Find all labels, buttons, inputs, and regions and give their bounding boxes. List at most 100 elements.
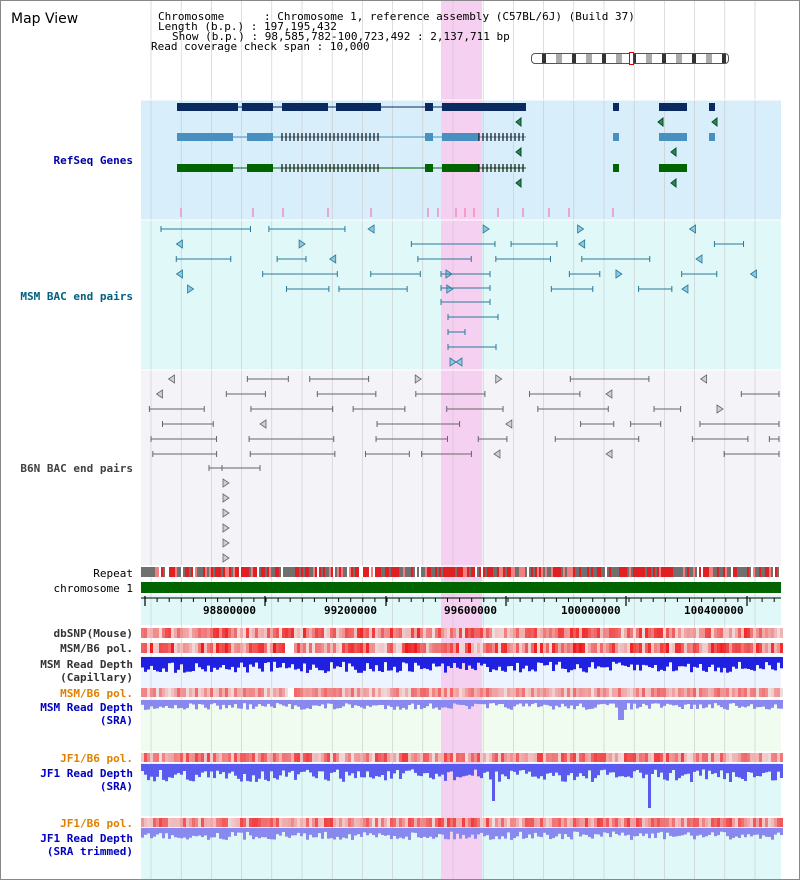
repeat-segment: [465, 567, 467, 577]
polymorphism-heat-cell: [507, 643, 510, 653]
read-depth-bar: [186, 700, 189, 709]
repeat-segment: [753, 567, 755, 577]
repeat-segment: [145, 567, 147, 577]
label-b6n-bac[interactable]: B6N BAC end pairs: [20, 462, 133, 475]
polymorphism-heat-cell: [777, 643, 780, 653]
polymorphism-heat-cell: [201, 753, 204, 762]
label-msm-bac[interactable]: MSM BAC end pairs: [20, 290, 133, 303]
read-depth-bar: [192, 828, 195, 836]
read-depth-bar: [198, 700, 201, 704]
read-depth-bar: [537, 657, 540, 663]
polymorphism-heat-cell: [474, 688, 477, 697]
read-depth-bar: [735, 764, 738, 777]
polymorphism-heat-cell: [294, 643, 297, 653]
repeat-segment: [223, 567, 225, 577]
polymorphism-heat-cell: [372, 818, 375, 827]
read-depth-bar: [351, 700, 354, 708]
read-depth-bar: [615, 828, 618, 834]
read-depth-bar: [630, 828, 633, 840]
polymorphism-heat-cell: [570, 628, 573, 638]
repeat-segment: [689, 567, 691, 577]
polymorphism-heat-cell: [354, 628, 357, 638]
read-depth-bar: [168, 700, 171, 708]
read-depth-bar: [498, 700, 501, 705]
repeat-segment: [467, 567, 469, 577]
polymorphism-heat-cell: [675, 753, 678, 762]
read-depth-bar: [543, 828, 546, 833]
polymorphism-heat-cell: [474, 628, 477, 638]
polymorphism-heat-cell: [177, 628, 180, 638]
read-depth-bar: [210, 764, 213, 772]
polymorphism-heat-cell: [681, 818, 684, 827]
read-depth-bar: [711, 764, 714, 775]
read-depth-bar: [519, 700, 522, 704]
polymorphism-heat-cell: [222, 643, 225, 653]
read-depth-bar: [564, 700, 567, 707]
read-depth-bar: [201, 828, 204, 838]
polymorphism-heat-cell: [486, 688, 489, 697]
label-jf1-b6-pol-2: JF1/B6 pol.: [60, 817, 133, 830]
read-depth-bar: [654, 828, 657, 838]
read-depth-bar: [681, 764, 684, 776]
polymorphism-heat-cell: [591, 688, 594, 697]
label-refseq-genes[interactable]: RefSeq Genes: [53, 154, 133, 167]
read-depth-bar: [693, 828, 696, 840]
read-depth-bar: [507, 828, 510, 833]
polymorphism-heat-cell: [456, 643, 459, 653]
read-depth-bar: [504, 764, 507, 777]
repeat-segment: [767, 567, 769, 577]
read-depth-bar: [534, 828, 537, 833]
polymorphism-heat-cell: [624, 688, 627, 697]
polymorphism-heat-cell: [225, 688, 228, 697]
repeat-segment: [537, 567, 539, 577]
polymorphism-heat-cell: [426, 643, 429, 653]
read-depth-bar: [585, 764, 588, 779]
polymorphism-heat-cell: [681, 688, 684, 697]
polymorphism-heat-cell: [600, 753, 603, 762]
read-depth-bar: [342, 828, 345, 838]
repeat-segment: [149, 567, 151, 577]
read-depth-bar: [447, 700, 450, 709]
polymorphism-heat-cell: [285, 753, 288, 762]
polymorphism-heat-cell: [348, 628, 351, 638]
read-depth-bar: [393, 764, 396, 774]
repeat-segment: [663, 567, 665, 577]
polymorphism-heat-cell: [294, 688, 297, 697]
polymorphism-heat-cell: [498, 643, 501, 653]
read-depth-bar: [588, 657, 591, 668]
read-depth-bar: [768, 657, 771, 666]
polymorphism-heat-cell: [687, 753, 690, 762]
repeat-segment: [229, 567, 231, 577]
bac-end-arrow: [222, 508, 230, 518]
read-depth-bar: [477, 700, 480, 705]
repeat-segment: [749, 567, 751, 577]
repeat-segment: [265, 567, 267, 577]
read-depth-bar: [207, 764, 210, 778]
repeat-segment: [341, 567, 343, 577]
read-depth-bar: [753, 657, 756, 671]
polymorphism-heat-cell: [162, 753, 165, 762]
polymorphism-heat-cell: [243, 643, 246, 653]
read-depth-bar: [354, 657, 357, 670]
read-depth-bar: [570, 700, 573, 706]
repeat-segment: [363, 567, 365, 577]
chromosome-ideogram[interactable]: [531, 52, 729, 65]
polymorphism-heat-cell: [630, 818, 633, 827]
polymorphism-heat-cell: [192, 753, 195, 762]
read-depth-bar: [666, 828, 669, 833]
read-depth-bar: [447, 828, 450, 840]
polymorphism-heat-cell: [567, 643, 570, 653]
polymorphism-heat-cell: [294, 628, 297, 638]
read-depth-bar: [402, 657, 405, 663]
polymorphism-heat-cell: [738, 688, 741, 697]
polymorphism-heat-cell: [507, 688, 510, 697]
polymorphism-heat-cell: [183, 818, 186, 827]
polymorphism-heat-cell: [141, 753, 144, 762]
read-depth-bar: [480, 700, 483, 705]
repeat-segment: [205, 567, 207, 577]
polymorphism-heat-cell: [216, 688, 219, 697]
polymorphism-heat-cell: [621, 753, 624, 762]
polymorphism-heat-cell: [273, 753, 276, 762]
polymorphism-heat-cell: [603, 818, 606, 827]
polymorphism-heat-cell: [738, 628, 741, 638]
